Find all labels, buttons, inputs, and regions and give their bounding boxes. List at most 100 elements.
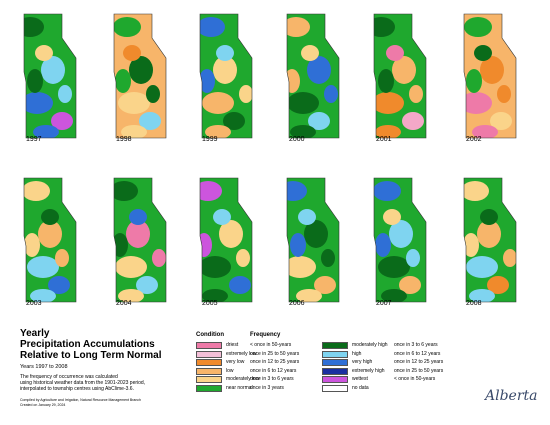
map-2002: 2002 (462, 12, 548, 162)
map-year-label: 2005 (202, 300, 218, 307)
legend-frequency-label: once in 25 to 50 years (250, 350, 300, 357)
map-anomaly-region (287, 17, 310, 37)
alberta-map-2003 (23, 177, 77, 303)
map-year-label: 1999 (202, 136, 218, 143)
map-2004: 2004 (112, 176, 198, 326)
alberta-map-2001 (373, 13, 427, 139)
map-anomaly-region (121, 125, 147, 138)
map-anomaly-region (321, 249, 335, 267)
map-anomaly-region (205, 125, 231, 138)
map-year-label: 2008 (466, 300, 482, 307)
map-anomaly-region (213, 56, 237, 84)
description-line-1: The frequency of occurrence was calculat… (20, 374, 118, 380)
map-anomaly-region (490, 112, 512, 130)
legend-condition-label: high (352, 350, 362, 357)
legend-frequency-header: Frequency (250, 332, 281, 338)
map-anomaly-region (55, 249, 69, 267)
map-2003: 2003 (22, 176, 108, 326)
map-anomaly-region (200, 181, 222, 201)
title-line-3: Relative to Long Term Normal (20, 350, 162, 361)
legend-frequency-label: once in 6 to 12 years (250, 367, 297, 374)
map-1997: 1997 (22, 12, 108, 162)
map-anomaly-region (374, 92, 404, 114)
map-anomaly-region (464, 181, 489, 201)
map-year-label: 2006 (289, 300, 305, 307)
map-2008: 2008 (462, 176, 548, 326)
map-grid: 1997 1998 1999 2000 2001 2002 2003 2004 2005 2006… (22, 12, 548, 307)
map-anomaly-region (41, 209, 59, 225)
legend-swatch (322, 359, 348, 367)
map-anomaly-region (24, 92, 53, 114)
legend-frequency-label: once in 12 to 25 years (394, 359, 444, 366)
map-anomaly-region (464, 233, 479, 257)
alberta-map-1999 (199, 13, 253, 139)
legend-condition-label: very low (226, 359, 245, 366)
province-outline (199, 13, 253, 139)
alberta-map-2006 (286, 177, 340, 303)
map-anomaly-region (375, 125, 401, 138)
legend-condition-label: near normal (226, 385, 253, 391)
map-1999: 1999 (198, 12, 284, 162)
province-outline (463, 177, 517, 303)
legend-condition-label: driest (226, 342, 239, 348)
legend-frequency-label: < once in 50-years (250, 342, 292, 348)
legend-swatch (196, 376, 222, 384)
credit-line-2: Created on January 29, 2024 (20, 403, 66, 407)
alberta-map-2002 (463, 13, 517, 139)
map-anomaly-region (392, 56, 416, 84)
map-anomaly-region (386, 45, 404, 61)
map-year-label: 2002 (466, 136, 482, 143)
map-anomaly-region (464, 17, 492, 37)
map-anomaly-region (290, 233, 306, 257)
map-anomaly-region (202, 92, 234, 114)
map-anomaly-region (296, 289, 322, 302)
map-anomaly-region (58, 85, 72, 103)
map-year-label: 2000 (289, 136, 305, 143)
map-anomaly-region (219, 220, 243, 248)
map-anomaly-region (314, 276, 336, 294)
credit-line-1: Compiled by Agriculture and Irrigation, … (20, 398, 142, 402)
map-2005: 2005 (198, 176, 284, 326)
map-anomaly-region (290, 125, 316, 138)
map-anomaly-region (129, 56, 153, 84)
legend-frequency-label: once in 3 to 6 years (250, 376, 294, 383)
map-anomaly-region (129, 209, 147, 225)
legend-swatch (196, 350, 222, 358)
alberta-map-2000 (286, 13, 340, 139)
alberta-map-1998 (113, 13, 167, 139)
map-anomaly-region (307, 56, 331, 84)
map-anomaly-region (239, 85, 252, 103)
map-anomaly-region (402, 112, 424, 130)
map-year-label: 1997 (26, 136, 42, 143)
map-anomaly-region (480, 56, 504, 84)
map-anomaly-region (200, 256, 231, 278)
map-anomaly-region (41, 56, 65, 84)
map-anomaly-region (381, 289, 407, 302)
map-anomaly-region (406, 249, 420, 267)
description-line-3: interpolated to township centres using A… (20, 386, 134, 392)
map-anomaly-region (378, 256, 410, 278)
map-anomaly-region (115, 256, 147, 278)
map-anomaly-region (38, 220, 62, 248)
map-year-label: 2004 (116, 300, 132, 307)
map-anomaly-region (126, 220, 150, 248)
province-outline (373, 177, 427, 303)
map-anomaly-region (202, 289, 228, 302)
legend-frequency-label: once in 3 to 6 years (394, 342, 438, 348)
map-2001: 2001 (372, 12, 458, 162)
map-anomaly-region (469, 289, 495, 302)
legend-condition-label: moderately high (352, 342, 388, 348)
map-anomaly-region (123, 45, 141, 61)
legend-frequency-label: once in 6 to 12 years (394, 350, 441, 357)
map-anomaly-region (472, 125, 498, 138)
title-line-2: Precipitation Accumulations (20, 339, 155, 350)
legend-condition-label: extremely high (352, 367, 385, 374)
legend-condition-label: moderately low (226, 376, 260, 383)
map-anomaly-region (216, 45, 234, 61)
map-anomaly-region (375, 233, 391, 257)
map-anomaly-region (287, 92, 319, 114)
legend-condition-label: very high (352, 359, 373, 366)
map-year-label: 2007 (376, 300, 392, 307)
legend-swatch (322, 350, 348, 358)
province-outline (23, 177, 77, 303)
